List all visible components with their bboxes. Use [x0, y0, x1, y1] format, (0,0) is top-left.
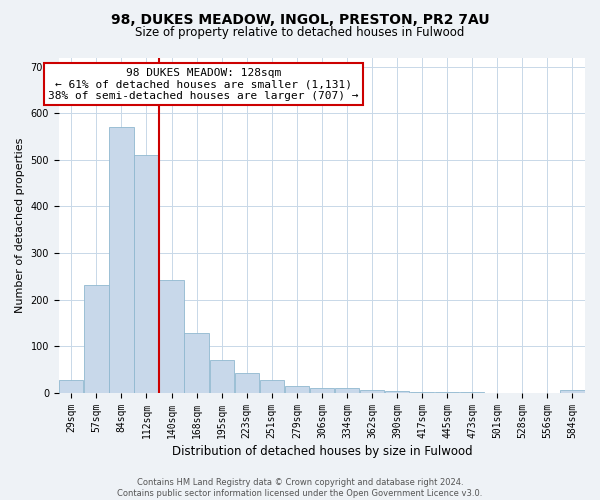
Bar [560, 390, 584, 392]
Bar [385, 391, 409, 392]
Bar [284, 386, 309, 392]
Bar [84, 284, 109, 393]
Bar [360, 390, 384, 392]
Text: Size of property relative to detached houses in Fulwood: Size of property relative to detached ho… [136, 26, 464, 39]
Bar [335, 388, 359, 392]
Bar [184, 334, 209, 392]
Bar [260, 380, 284, 392]
Bar [235, 373, 259, 392]
Y-axis label: Number of detached properties: Number of detached properties [15, 138, 25, 312]
X-axis label: Distribution of detached houses by size in Fulwood: Distribution of detached houses by size … [172, 444, 472, 458]
Text: 98 DUKES MEADOW: 128sqm
← 61% of detached houses are smaller (1,131)
38% of semi: 98 DUKES MEADOW: 128sqm ← 61% of detache… [48, 68, 359, 101]
Text: Contains HM Land Registry data © Crown copyright and database right 2024.
Contai: Contains HM Land Registry data © Crown c… [118, 478, 482, 498]
Bar [310, 388, 334, 392]
Bar [134, 155, 158, 392]
Bar [209, 360, 234, 392]
Bar [109, 128, 134, 392]
Bar [160, 280, 184, 392]
Bar [59, 380, 83, 392]
Text: 98, DUKES MEADOW, INGOL, PRESTON, PR2 7AU: 98, DUKES MEADOW, INGOL, PRESTON, PR2 7A… [110, 12, 490, 26]
